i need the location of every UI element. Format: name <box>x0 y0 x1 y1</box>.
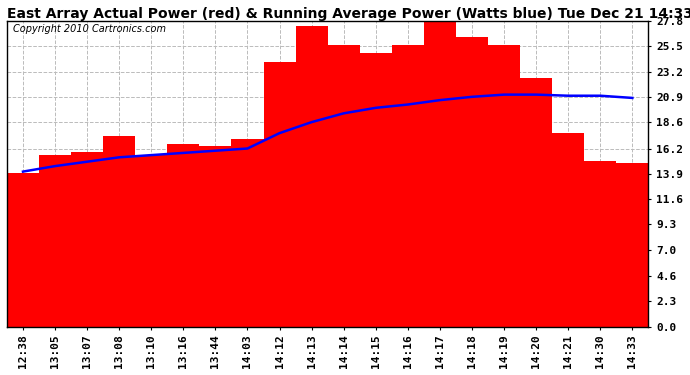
Bar <box>520 78 552 327</box>
Bar <box>199 146 231 327</box>
Bar <box>7 173 39 327</box>
Bar <box>392 45 424 327</box>
Bar <box>424 20 456 327</box>
Bar <box>552 133 584 327</box>
Bar <box>359 53 392 327</box>
Text: Copyright 2010 Cartronics.com: Copyright 2010 Cartronics.com <box>13 24 166 34</box>
Bar <box>616 163 649 327</box>
Text: East Array Actual Power (red) & Running Average Power (Watts blue) Tue Dec 21 14: East Array Actual Power (red) & Running … <box>7 7 690 21</box>
Bar <box>104 136 135 327</box>
Bar <box>584 160 616 327</box>
Bar <box>231 139 264 327</box>
Bar <box>456 38 488 327</box>
Bar <box>167 144 199 327</box>
Bar <box>295 27 328 327</box>
Bar <box>71 152 104 327</box>
Bar <box>39 155 71 327</box>
Bar <box>135 155 167 327</box>
Bar <box>488 45 520 327</box>
Bar <box>264 62 295 327</box>
Bar <box>328 45 359 327</box>
